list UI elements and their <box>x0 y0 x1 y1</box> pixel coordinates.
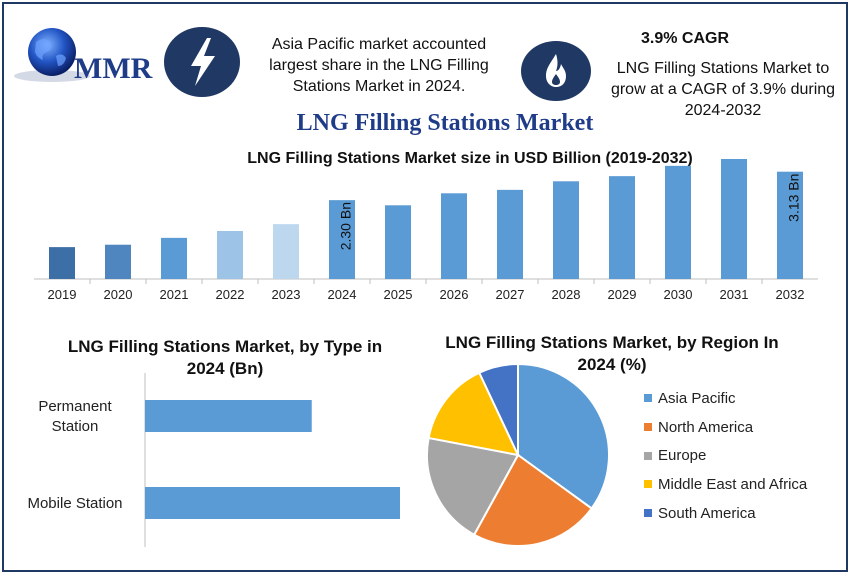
x-tick-label: 2024 <box>328 287 357 302</box>
type-category-label: Mobile Station <box>27 495 122 512</box>
logo-text: MMR <box>74 52 153 85</box>
cagr-heading: 3.9% CAGR <box>640 30 730 47</box>
x-tick-label: 2022 <box>216 287 245 302</box>
x-tick-label: 2032 <box>776 287 805 302</box>
bar-2024 <box>329 200 355 279</box>
bar-2028 <box>553 181 579 279</box>
pie-slice-north-america <box>472 453 594 547</box>
x-tick-label: 2021 <box>160 287 189 302</box>
bar-data-label: 2.30 Bn <box>338 202 354 250</box>
pie-slice-asia-pacific <box>517 362 610 510</box>
bar-chart-title: LNG Filling Stations Market size in USD … <box>247 150 693 167</box>
mmr-logo: MMR <box>12 26 160 88</box>
lightning-icon-badge <box>163 26 241 98</box>
x-tick-label: 2020 <box>104 287 133 302</box>
region-pie-chart <box>426 362 610 547</box>
bar-2022 <box>217 231 243 279</box>
market-size-bar-chart: 2019 2020 2021 2022 2023 2024 2.30 Bn 2025 2026 2… <box>34 159 818 302</box>
flame-icon <box>521 41 591 101</box>
legend-item: Europe <box>644 441 844 470</box>
x-tick-label: 2025 <box>384 287 413 302</box>
region-chart-title: LNG Filling Stations Market, by Region I… <box>445 333 779 374</box>
lightning-bolt-icon <box>164 27 240 97</box>
legend-swatch <box>644 451 652 460</box>
bar-2023 <box>273 224 299 279</box>
legend-item: Middle East and Africa <box>644 470 844 499</box>
pie-slice-middle-east-and-africa <box>427 371 520 457</box>
legend-item: North America <box>644 413 844 442</box>
page-title: LNG Filling Stations Market <box>296 110 594 136</box>
legend-swatch <box>644 509 652 518</box>
left-blurb: Asia Pacific market accounted largest sh… <box>269 36 489 95</box>
bar-2030 <box>665 165 691 279</box>
bar-data-label: 3.13 Bn <box>786 174 802 222</box>
type-chart-title: LNG Filling Stations Market, by Type in … <box>67 337 383 378</box>
bar-2025 <box>385 205 411 279</box>
x-tick-label: 2028 <box>552 287 581 302</box>
legend-item: Asia Pacific <box>644 384 844 413</box>
bar-2032 <box>777 171 803 279</box>
bar-2020 <box>105 244 131 279</box>
bar-2029 <box>609 176 635 279</box>
x-tick-label: 2023 <box>272 287 301 302</box>
legend-swatch <box>644 394 652 403</box>
x-tick-label: 2019 <box>48 287 77 302</box>
legend-item: South America <box>644 499 844 528</box>
type-bar-permanent-station <box>145 400 312 432</box>
bar-2019 <box>49 247 75 279</box>
x-tick-label: 2026 <box>440 287 469 302</box>
type-category-label: Permanent <box>38 398 112 415</box>
legend-swatch <box>644 423 652 432</box>
legend-label: North America <box>658 418 754 436</box>
flame-icon-badge <box>520 40 592 102</box>
globe-icon <box>14 28 90 82</box>
legend-label: South America <box>658 504 756 522</box>
legend-label: Asia Pacific <box>658 389 736 407</box>
pie-legend: Asia Pacific North America Europe Middle Ea… <box>644 384 844 527</box>
pie-slice-south-america <box>477 362 519 456</box>
legend-label: Middle East and Africa <box>658 475 808 493</box>
bar-2027 <box>497 189 523 279</box>
type-category-label: Station <box>52 418 99 435</box>
x-tick-label: 2030 <box>664 287 693 302</box>
legend-swatch <box>644 480 652 489</box>
x-tick-label: 2031 <box>720 287 749 302</box>
bar-2026 <box>441 193 467 279</box>
type-bar-chart: Permanent Station Mobile Station <box>27 373 400 547</box>
legend-label: Europe <box>658 447 707 465</box>
right-blurb: LNG Filling Stations Market to grow at a… <box>610 60 836 119</box>
type-bar-mobile-station <box>145 487 400 519</box>
bar-2031 <box>721 159 747 279</box>
pie-slice-europe <box>426 436 520 537</box>
x-tick-label: 2029 <box>608 287 637 302</box>
bar-2021 <box>161 237 187 279</box>
x-tick-label: 2027 <box>496 287 525 302</box>
